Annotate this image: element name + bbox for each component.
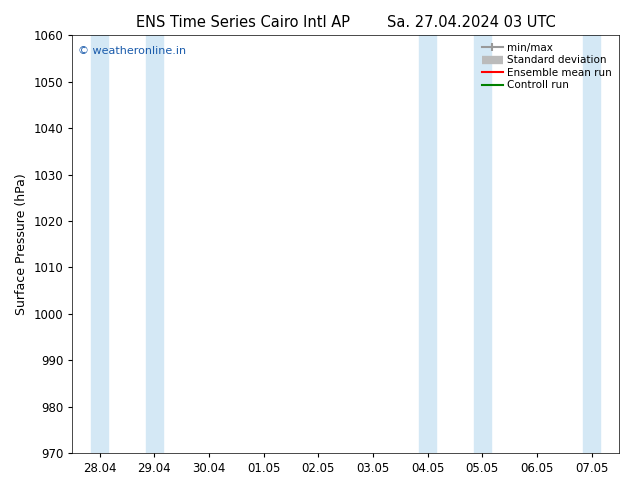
Bar <box>91 35 108 453</box>
Title: ENS Time Series Cairo Intl AP        Sa. 27.04.2024 03 UTC: ENS Time Series Cairo Intl AP Sa. 27.04.… <box>136 15 555 30</box>
Bar <box>420 35 436 453</box>
Text: © weatheronline.in: © weatheronline.in <box>78 46 186 56</box>
Bar <box>146 35 162 453</box>
Bar <box>583 35 600 453</box>
Bar <box>474 35 491 453</box>
Legend: min/max, Standard deviation, Ensemble mean run, Controll run: min/max, Standard deviation, Ensemble me… <box>480 41 614 93</box>
Y-axis label: Surface Pressure (hPa): Surface Pressure (hPa) <box>15 173 28 315</box>
